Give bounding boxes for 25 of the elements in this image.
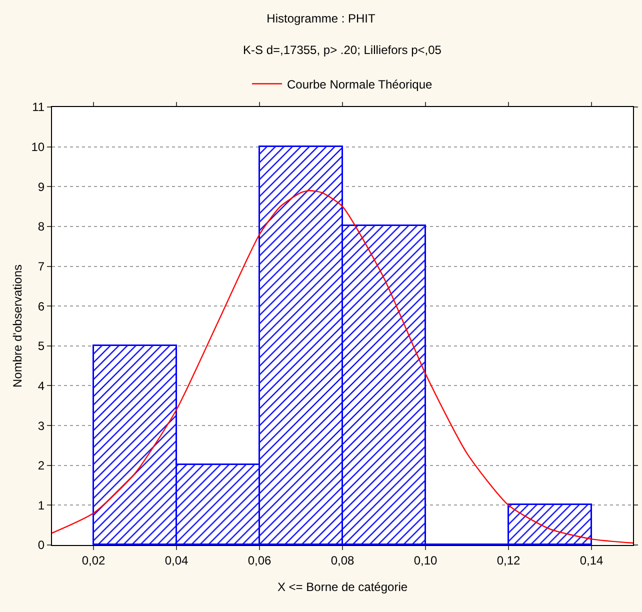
y-tick-label: 6 [38, 299, 45, 314]
y-tick-label: 7 [38, 259, 45, 274]
y-tick-label: 5 [38, 339, 45, 354]
y-tick-label: 10 [31, 140, 45, 154]
y-tick-label: 9 [38, 180, 45, 194]
chart-title: Histogramme : PHIT [266, 11, 376, 26]
y-tick-label: 8 [38, 220, 45, 234]
y-tick-label: 2 [38, 458, 45, 473]
y-tick-label: 4 [38, 378, 45, 393]
y-tick-label: 0 [38, 538, 45, 552]
line-series [52, 190, 633, 544]
x-tick-label: 0,02 [82, 553, 106, 568]
x-tick-label: 0,14 [580, 553, 604, 568]
x-tick-label: 0,06 [248, 553, 272, 568]
x-tick-label: 0,10 [414, 553, 438, 568]
x-tick-label: 0,12 [496, 553, 520, 568]
chart-subtitle: K-S d=,17355, p> .20; Lilliefors p<,05 [243, 43, 442, 57]
x-tick-label: 0,04 [164, 553, 188, 568]
x-axis-title: X <= Borne de catégorie [277, 580, 408, 594]
y-axis-title: Nombre d'observations [10, 264, 25, 388]
legend-label: Courbe Normale Théorique [287, 77, 433, 92]
x-tick-label: 0,08 [330, 553, 354, 568]
y-tick-label: 11 [32, 100, 45, 114]
y-tick-label: 1 [38, 498, 45, 512]
y-tick-label: 3 [38, 418, 45, 433]
